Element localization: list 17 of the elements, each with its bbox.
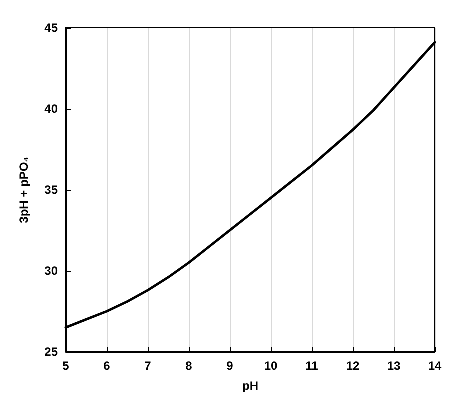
y-tick-label: 30 [44,264,58,278]
x-tick-label: 9 [226,359,234,373]
x-tick-label: 13 [387,359,401,373]
x-tick-label: 8 [186,359,193,373]
x-tick-label: 12 [346,359,360,373]
x-tick-label: 14 [428,359,442,373]
x-tick-label: 11 [306,359,319,373]
y-axis-title: 3pH + pPO₄ [17,156,31,224]
y-tick-label: 25 [44,345,58,359]
x-tick-label: 10 [264,359,278,373]
x-tick-label: 5 [62,359,70,373]
y-tick-label: 35 [44,183,58,197]
y-tick-label: 45 [44,21,58,35]
x-tick-label: 6 [104,359,111,373]
y-tick-label: 40 [44,102,58,116]
x-tick-label: 7 [144,359,152,373]
x-axis-title: pH [242,379,258,393]
